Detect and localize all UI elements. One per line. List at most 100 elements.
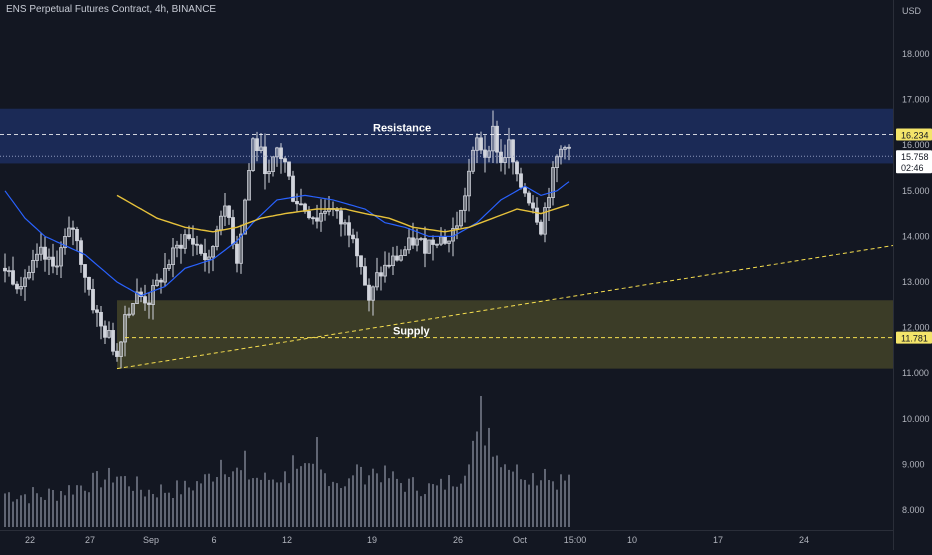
volume-bar xyxy=(356,464,358,527)
volume-bar xyxy=(156,497,158,527)
candle-body xyxy=(483,149,487,158)
volume-bar xyxy=(360,466,362,527)
candle-body xyxy=(191,238,195,245)
candle-body xyxy=(259,146,263,151)
volume-bar xyxy=(84,490,86,527)
volume-bar xyxy=(220,459,222,527)
candle-body xyxy=(55,265,59,268)
candle-body xyxy=(427,239,431,254)
x-tick-label: Sep xyxy=(143,535,159,545)
volume-bar xyxy=(284,471,286,527)
volume-bar xyxy=(524,479,526,527)
volume-bar xyxy=(268,479,270,527)
volume-bar xyxy=(260,479,262,527)
candle-body xyxy=(167,264,171,269)
volume-bar xyxy=(108,467,110,527)
candle-body xyxy=(279,147,283,160)
volume-bar xyxy=(180,494,182,527)
resistance-price-tag-bg xyxy=(896,128,932,141)
volume-bar xyxy=(428,483,430,527)
candle-body xyxy=(151,285,155,305)
volume-bar xyxy=(20,495,22,527)
y-tick-label: 16.000 xyxy=(902,140,930,150)
x-tick-label: 24 xyxy=(799,535,809,545)
volume-bar xyxy=(236,467,238,527)
candle-body xyxy=(367,284,371,301)
volume-bar xyxy=(172,497,174,527)
volume-bar xyxy=(420,496,422,527)
x-tick-label: 17 xyxy=(713,535,723,545)
volume-bar xyxy=(548,480,550,527)
candle-body xyxy=(291,175,295,202)
candle-body xyxy=(515,161,519,175)
volume-bar xyxy=(184,480,186,527)
volume-bar xyxy=(52,490,54,527)
volume-bar xyxy=(60,490,62,527)
volume-bar xyxy=(368,475,370,527)
candle-body xyxy=(67,227,71,237)
candle-body xyxy=(323,210,327,214)
candle-body xyxy=(83,264,87,278)
current-price-tag-bg xyxy=(896,150,932,174)
candle-body xyxy=(563,147,567,150)
candle-body xyxy=(115,350,119,357)
volume-bar xyxy=(340,488,342,527)
candle-body xyxy=(243,199,247,235)
volume-bar xyxy=(76,485,78,527)
volume-bar xyxy=(512,471,514,527)
volume-bar xyxy=(332,481,334,527)
candle-body xyxy=(535,207,539,223)
volume-bar xyxy=(384,465,386,527)
y-tick-label: 18.000 xyxy=(902,49,930,59)
candle-body xyxy=(487,150,491,158)
volume-bar xyxy=(248,479,250,527)
candle-body xyxy=(343,222,347,225)
candle-body xyxy=(175,244,179,249)
volume-bar xyxy=(348,478,350,527)
candle-body xyxy=(355,238,359,257)
y-tick-label: 9.000 xyxy=(902,459,925,469)
candle-body xyxy=(383,264,387,277)
candle-body xyxy=(451,228,455,242)
volume-bar xyxy=(144,496,146,527)
volume-bar xyxy=(48,488,50,527)
candle-body xyxy=(155,279,159,286)
y-tick-label: 15.000 xyxy=(902,186,930,196)
volume-bar xyxy=(276,482,278,527)
candle-body xyxy=(415,238,419,246)
candle-body xyxy=(435,243,439,246)
volume-bar xyxy=(388,478,390,527)
current-price-tag: 15.758 xyxy=(901,152,929,162)
volume-bar xyxy=(8,492,10,527)
volume-bar xyxy=(408,478,410,527)
y-tick-label: 11.000 xyxy=(902,368,929,378)
candle-body xyxy=(35,253,39,261)
volume-bar xyxy=(12,501,14,527)
candle-body xyxy=(123,314,127,343)
candle-body xyxy=(455,225,459,229)
candle-body xyxy=(223,205,227,217)
candle-body xyxy=(287,161,291,177)
volume-bar xyxy=(188,487,190,527)
candle-body xyxy=(547,197,551,209)
candle-body xyxy=(87,276,91,290)
x-tick-label: 6 xyxy=(211,535,216,545)
volume-bar xyxy=(264,472,266,527)
volume-bar xyxy=(328,486,330,527)
candle-body xyxy=(47,256,51,260)
volume-bar xyxy=(40,497,42,527)
candle-body xyxy=(527,192,531,204)
volume-bar xyxy=(136,476,138,527)
current-price-tag-countdown: 02:46 xyxy=(901,163,924,173)
volume-bar xyxy=(252,478,254,527)
x-tick-label: 27 xyxy=(85,535,95,545)
candle-body xyxy=(75,228,79,242)
volume-bar xyxy=(56,500,58,527)
volume-bar xyxy=(392,471,394,527)
volume-bar xyxy=(64,495,66,527)
candle-body xyxy=(215,229,219,247)
candle-body xyxy=(499,151,503,163)
